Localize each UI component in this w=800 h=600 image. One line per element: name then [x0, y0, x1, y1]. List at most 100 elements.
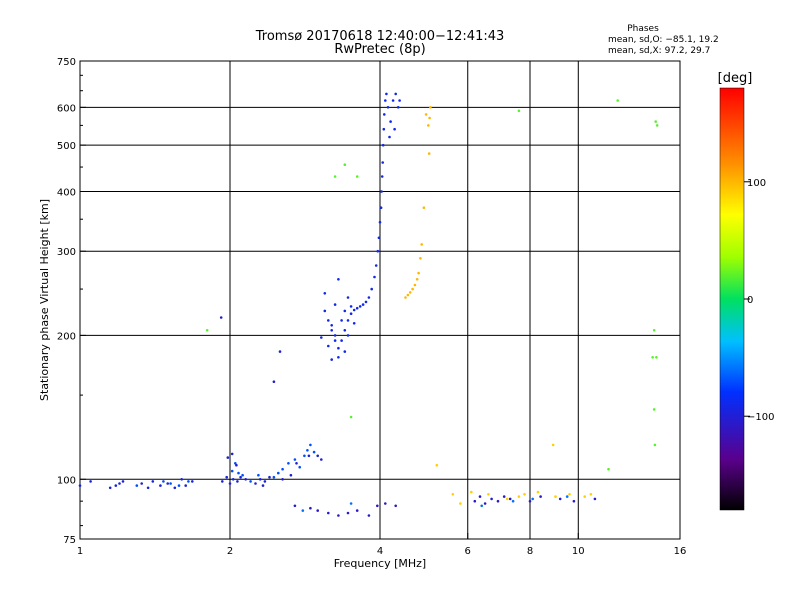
echo-point [422, 206, 426, 209]
echo-point [249, 480, 252, 483]
y-tick-label: 300 [57, 247, 76, 258]
echo-point [517, 495, 521, 498]
echo-point [268, 475, 271, 479]
echo-point [337, 514, 340, 517]
echo-point [301, 509, 305, 512]
echo-point [389, 120, 392, 123]
echo-point [272, 475, 276, 479]
echo-point [377, 236, 381, 240]
echo-point [496, 499, 500, 503]
echo-point [487, 493, 490, 496]
echo-point [261, 484, 265, 487]
echo-point [370, 287, 374, 291]
echo-point [346, 511, 350, 515]
echo-point [427, 152, 431, 155]
echo-point [303, 454, 306, 458]
echo-point [114, 484, 118, 487]
echo-point [278, 350, 282, 353]
echo-point [531, 497, 534, 501]
echo-point [349, 312, 353, 316]
y-tick-label: 750 [57, 57, 76, 68]
echo-point [337, 346, 340, 350]
echo-point [323, 309, 327, 313]
echo-point [320, 458, 323, 461]
echo-point [383, 113, 386, 116]
echo-point [307, 454, 311, 458]
echo-point [651, 356, 654, 359]
echo-point [333, 303, 337, 306]
echo-point [346, 334, 350, 337]
echo-point [257, 473, 260, 477]
echo-point [78, 484, 82, 487]
x-tick-label: 16 [674, 546, 687, 557]
echo-point [361, 303, 365, 306]
echo-point [607, 467, 610, 471]
echo-point [558, 497, 562, 501]
echo-point [654, 120, 657, 123]
echo-point [340, 319, 343, 322]
echo-point [655, 356, 658, 359]
echo-point [226, 456, 230, 459]
echo-point [565, 495, 569, 498]
echo-point [593, 497, 597, 501]
echo-point [406, 293, 410, 297]
echo-point [388, 135, 391, 139]
echo-point [323, 292, 327, 295]
echo-point [473, 499, 477, 503]
echo-point [205, 329, 209, 332]
x-tick-label: 6 [465, 546, 471, 557]
echo-point [398, 99, 401, 102]
echo-point [404, 296, 407, 299]
echo-point [330, 324, 334, 327]
echo-point [528, 499, 532, 503]
echo-point [459, 502, 462, 505]
echo-point [568, 493, 571, 496]
chart-subtitle: RwPretec (8p) [334, 42, 425, 57]
echo-point [379, 206, 383, 209]
echo-point [235, 463, 238, 467]
echo-point [352, 308, 356, 312]
echo-point [191, 480, 194, 483]
echo-point [511, 499, 515, 503]
echo-point [367, 296, 371, 299]
echo-point [382, 127, 386, 131]
echo-point [478, 495, 482, 498]
echo-point [652, 408, 656, 411]
colorbar-tick-label: 100 [747, 178, 766, 189]
echo-point [653, 443, 657, 447]
y-axis-label: Stationary phase Virtual Height [km] [38, 199, 51, 401]
echo-point [523, 493, 526, 496]
echo-point [225, 475, 228, 479]
echo-point [384, 99, 387, 102]
echo-point [394, 92, 398, 96]
echo-point [162, 480, 165, 483]
echo-point [355, 306, 359, 310]
y-tick-label: 500 [57, 141, 76, 152]
echo-point [337, 356, 340, 359]
echo-point [428, 116, 431, 120]
echo-point [470, 490, 473, 494]
colorbar [719, 87, 745, 511]
echo-point [180, 478, 183, 481]
echo-point [327, 511, 330, 515]
echo-point [177, 484, 181, 487]
echo-point [435, 463, 439, 467]
echo-point [287, 462, 290, 465]
echo-point [378, 220, 382, 224]
echo-point [289, 473, 293, 477]
echo-point [424, 113, 428, 116]
echo-point [333, 175, 337, 178]
echo-point [169, 482, 172, 485]
echo-point [616, 99, 619, 102]
echo-point [231, 478, 235, 481]
echo-point [230, 469, 234, 473]
echo-point [146, 486, 150, 490]
echo-point [228, 482, 232, 485]
echo-point [135, 484, 139, 487]
echo-point [393, 127, 396, 131]
echo-point [381, 161, 385, 164]
echo-point [413, 283, 417, 287]
echo-point [118, 482, 121, 485]
echo-point [272, 380, 276, 384]
echo-point [415, 278, 419, 281]
